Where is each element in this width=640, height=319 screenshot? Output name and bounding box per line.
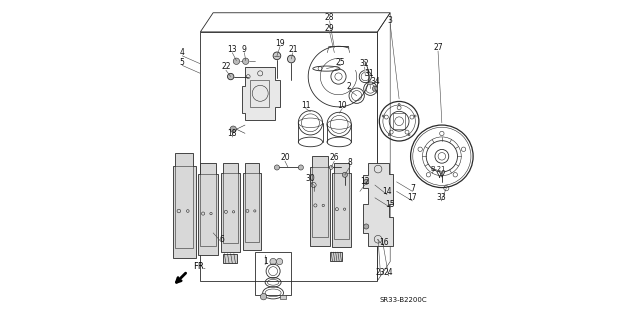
Text: 15: 15: [385, 200, 395, 209]
Text: 10: 10: [337, 101, 347, 110]
Text: B-21: B-21: [431, 166, 445, 172]
Text: 6: 6: [220, 235, 224, 244]
Text: 31: 31: [365, 69, 374, 78]
Text: 27: 27: [433, 43, 443, 52]
Text: 25: 25: [336, 58, 346, 67]
Text: 13: 13: [227, 45, 237, 54]
Circle shape: [298, 165, 303, 170]
Polygon shape: [221, 163, 240, 252]
Text: 18: 18: [228, 130, 237, 138]
Text: 34: 34: [371, 77, 380, 86]
Text: 9: 9: [242, 45, 247, 54]
Text: 20: 20: [280, 153, 290, 162]
Circle shape: [372, 86, 378, 91]
Circle shape: [260, 293, 267, 300]
Text: 24: 24: [384, 268, 394, 277]
Circle shape: [287, 55, 295, 63]
Circle shape: [233, 58, 239, 64]
Circle shape: [342, 172, 348, 177]
Text: 5: 5: [180, 58, 184, 67]
Bar: [255, 252, 291, 295]
Circle shape: [275, 165, 280, 170]
Text: 33: 33: [436, 193, 446, 202]
Polygon shape: [173, 153, 196, 258]
Polygon shape: [243, 163, 261, 250]
Text: 22: 22: [221, 63, 230, 71]
Text: 1: 1: [263, 257, 268, 266]
Circle shape: [227, 73, 234, 80]
Circle shape: [230, 126, 236, 132]
Text: 2: 2: [346, 82, 351, 91]
Polygon shape: [363, 163, 394, 246]
Text: 7: 7: [410, 184, 415, 193]
Bar: [280, 295, 286, 299]
Bar: [223, 254, 237, 263]
Text: 8: 8: [348, 158, 353, 167]
Circle shape: [276, 258, 283, 265]
Text: 11: 11: [301, 101, 310, 110]
Text: 23: 23: [376, 268, 385, 277]
Text: 21: 21: [288, 45, 298, 54]
Text: 32: 32: [360, 59, 369, 68]
Polygon shape: [198, 163, 218, 255]
Bar: [330, 252, 342, 261]
Circle shape: [243, 58, 249, 64]
Circle shape: [364, 179, 369, 184]
Bar: [250, 80, 269, 107]
Circle shape: [273, 52, 281, 60]
Text: SR33-B2200C: SR33-B2200C: [379, 297, 427, 303]
Polygon shape: [310, 156, 330, 246]
Text: 17: 17: [408, 193, 417, 202]
Circle shape: [270, 258, 276, 265]
Bar: [394, 113, 405, 129]
Text: 14: 14: [382, 187, 392, 196]
Text: 19: 19: [275, 39, 285, 48]
Text: 12: 12: [360, 177, 369, 186]
Text: 16: 16: [379, 238, 388, 247]
Polygon shape: [332, 163, 351, 247]
Text: 3: 3: [388, 16, 392, 25]
Text: FR.: FR.: [193, 262, 207, 271]
Circle shape: [329, 166, 333, 169]
Text: 30: 30: [305, 174, 316, 183]
Polygon shape: [242, 67, 280, 120]
Text: 28: 28: [325, 13, 334, 22]
Text: 4: 4: [180, 48, 184, 57]
Text: 26: 26: [330, 153, 339, 162]
Text: 29: 29: [324, 24, 334, 33]
Circle shape: [364, 224, 369, 229]
